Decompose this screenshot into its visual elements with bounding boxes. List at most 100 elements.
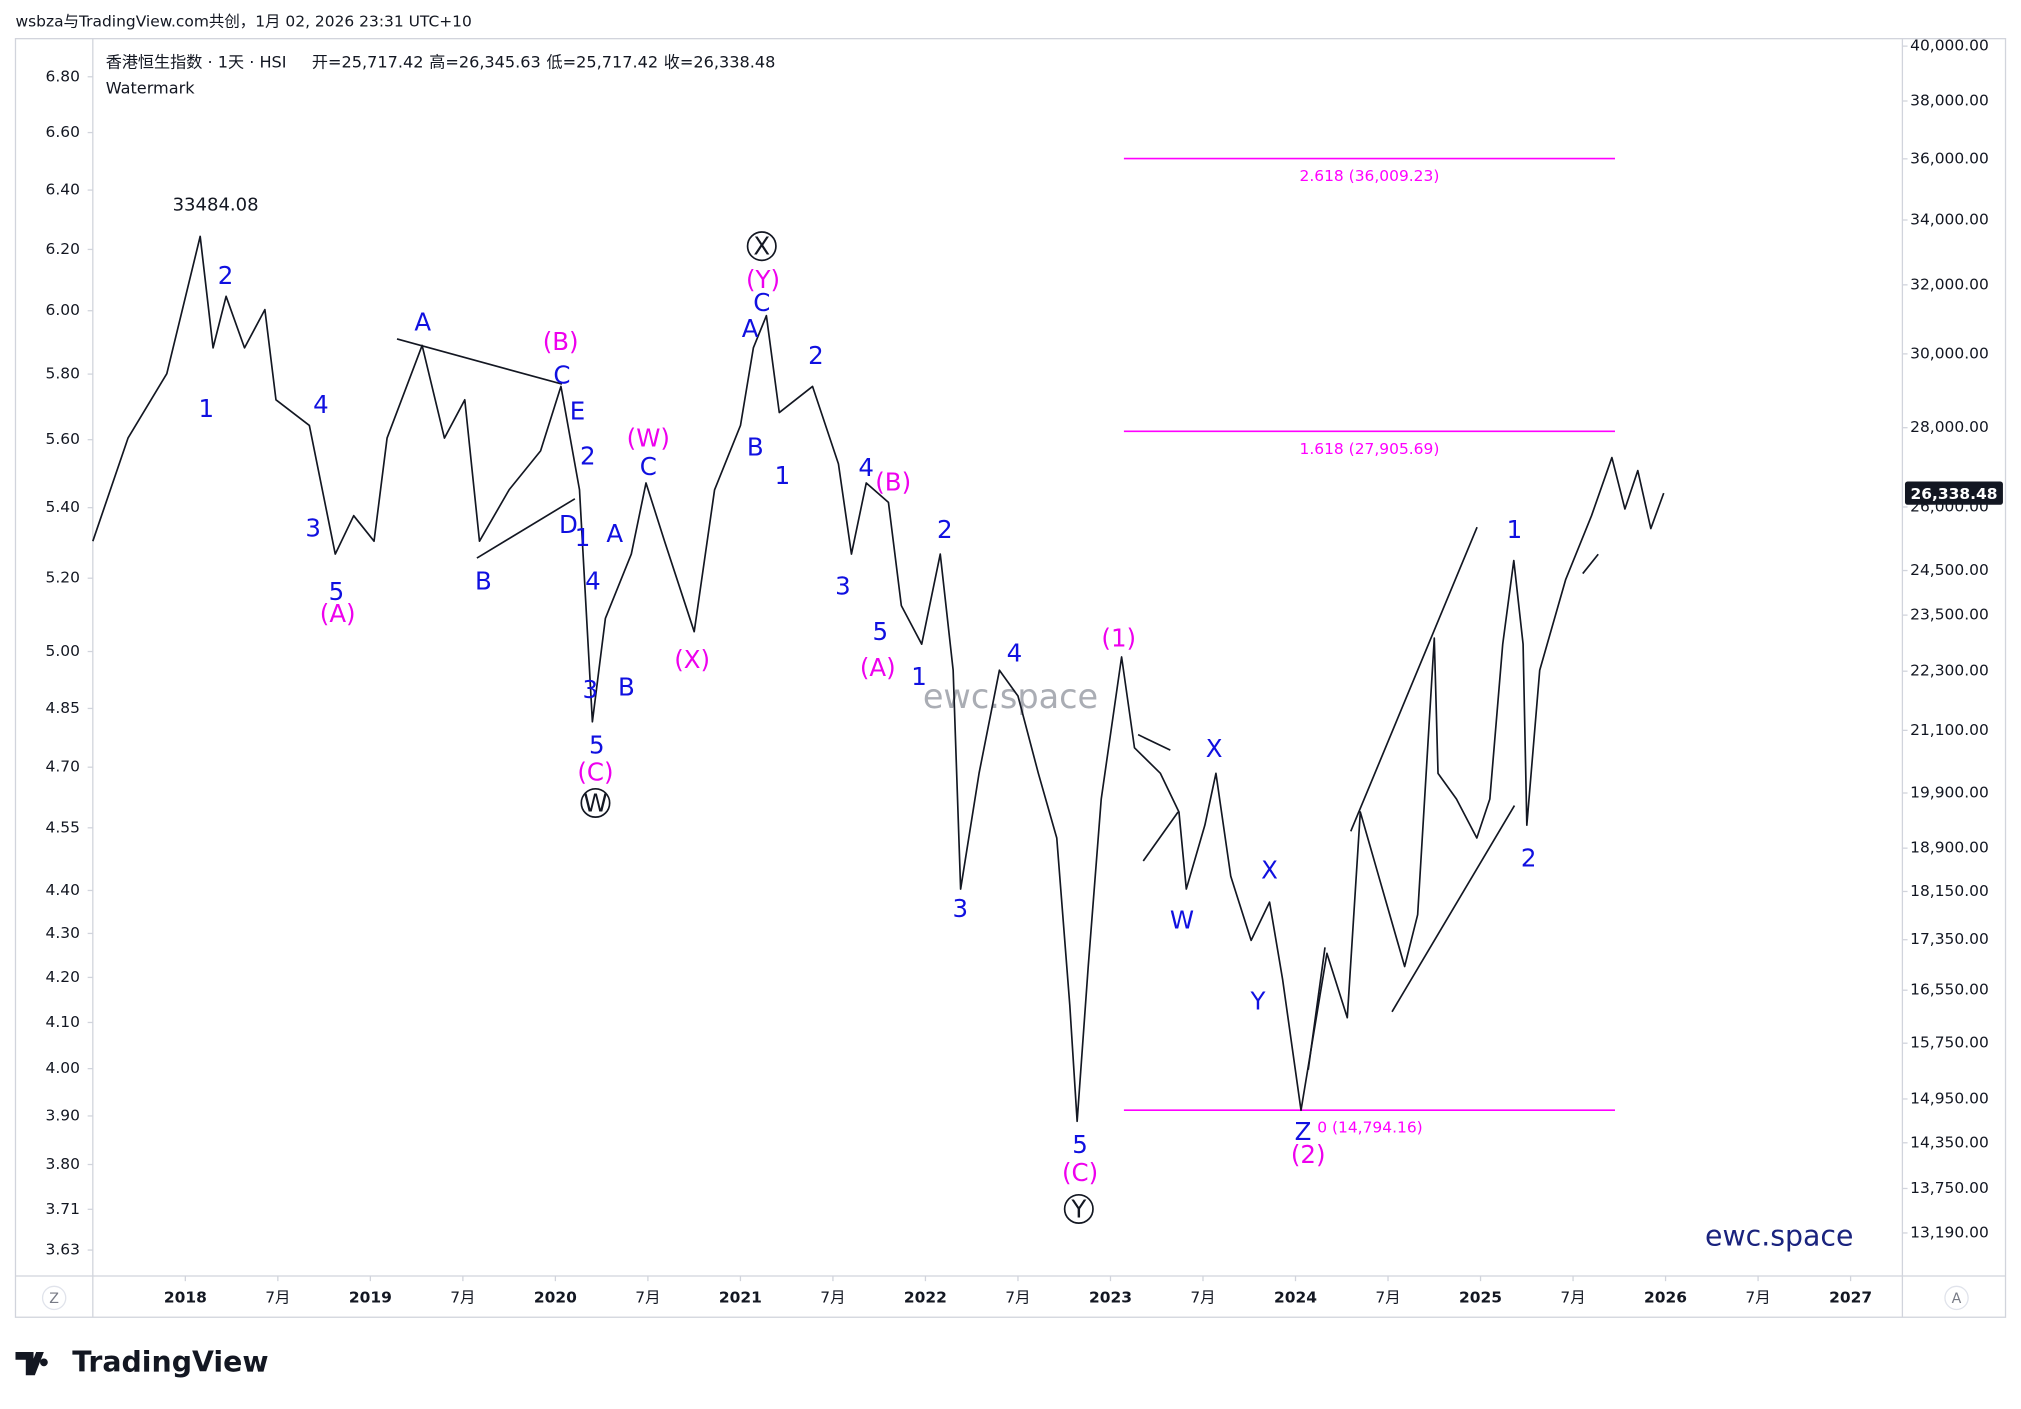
trend-line [1391,805,1516,1013]
y-tick-label: 18,900.00 [1910,839,1989,857]
wave-circle [1063,1193,1094,1224]
y-tick-label: 18,150.00 [1910,882,1989,900]
wave-label: 2 [1521,844,1537,873]
button-label[interactable]: Z [49,1291,59,1307]
x-tick-label: 7月 [820,1288,845,1306]
ohlc-high: 高=26,345.63 [429,53,541,72]
y-tick-label: 28,000.00 [1910,418,1989,436]
y2-tick-label: 4.00 [46,1059,80,1077]
y-tick-label: 30,000.00 [1910,344,1989,362]
wave-label: 1 [1507,515,1523,544]
x-tick-label: 7月 [635,1288,660,1306]
wave-label: E [570,396,585,425]
wave-label: 5 [1072,1130,1088,1159]
wave-label: 3 [583,675,599,704]
fib-label: 2.618 (36,009.23) [1300,167,1440,185]
y2-tick-label: 6.20 [46,240,80,258]
a-button[interactable]: A [1944,1285,1969,1311]
button-circle[interactable] [1944,1285,1969,1311]
wave-label: Y [1249,987,1265,1016]
wave-label: B [747,433,764,462]
wave-label: 2 [218,261,234,290]
last-price-label: 26,338.48 [1910,485,1997,503]
fib-label: 1.618 (27,905.69) [1300,440,1440,458]
attribution: wsbza与TradingView.com共创，1月 02, 2026 23:3… [15,12,471,30]
button-circle[interactable] [41,1285,67,1311]
x-tick-label: 2022 [904,1288,947,1306]
wave-label: (C) [577,757,613,786]
wave-circle [746,231,777,262]
y2-tick-label: 5.60 [46,430,80,448]
y-tick-label: 19,900.00 [1910,784,1989,802]
trend-line [476,498,576,559]
x-tick-label: 2019 [349,1288,392,1306]
x-tick-label: 7月 [1560,1288,1585,1306]
wave-label: 1 [911,662,927,691]
x-tick-label: 2020 [534,1288,577,1306]
wave-label: (1) [1101,623,1136,652]
y-tick-label: 38,000.00 [1910,92,1989,110]
wave-label: 3 [952,894,968,923]
y-tick-label: 17,350.00 [1910,930,1989,948]
outer-border [14,38,2007,1318]
y2-tick-label: 3.90 [46,1106,80,1124]
price-line [92,235,1665,1123]
y-tick-label: 13,190.00 [1910,1223,1989,1241]
logo-mark [15,1352,48,1376]
wave-label: A [414,308,431,337]
wave-label: 2 [808,341,824,370]
z-button[interactable]: Z [41,1285,67,1311]
button-label[interactable]: A [1952,1291,1962,1307]
x-tick-label: 7月 [1745,1288,1770,1306]
ohlc-close: 收=26,338.48 [664,53,776,72]
peak-label: 33484.08 [173,194,259,215]
wave-label: 5 [329,577,345,606]
wave-label: (B) [875,467,911,496]
wave-label: 3 [305,514,321,543]
y2-tick-label: 4.70 [46,758,80,776]
y-tick-label: 16,550.00 [1910,981,1989,999]
y2-tick-label: 4.10 [46,1013,80,1031]
wave-label: (A) [860,653,896,682]
x-tick-label: 7月 [1005,1288,1030,1306]
y2-tick-label: 4.20 [46,968,80,986]
x-tick-label: 2027 [1829,1288,1872,1306]
x-tick-label: 7月 [450,1288,475,1306]
wave-label: X [1206,734,1223,763]
wave-label: X [753,231,770,260]
x-tick-label: 2024 [1274,1288,1317,1306]
wave-label: (W) [627,424,670,453]
ohlc-low: 低=25,717.42 [547,53,659,72]
footer-logo: TradingView [15,1346,269,1379]
y-tick-label: 36,000.00 [1910,149,1989,167]
wave-label: Y [1070,1194,1086,1223]
y2-tick-label: 4.40 [46,881,80,899]
x-tick-label: 2026 [1644,1288,1687,1306]
wave-label: (A) [320,599,356,628]
wave-label: 4 [313,390,329,419]
y2-tick-label: 6.80 [46,67,80,85]
wave-label: 4 [1007,639,1023,668]
trend-lines [396,338,1599,1070]
wave-label: 5 [589,730,605,759]
y-tick-label: 21,100.00 [1910,721,1989,739]
y-tick-label: 40,000.00 [1910,37,1989,55]
y2-tick-label: 5.80 [46,365,80,383]
y-tick-label: 24,500.00 [1910,561,1989,579]
wave-label: 1 [775,461,791,490]
wave-label: A [742,314,759,343]
trend-line [396,338,563,385]
y-tick-label: 32,000.00 [1910,275,1989,293]
y2-tick-label: 3.80 [46,1155,80,1173]
wave-label: 3 [835,572,851,601]
wave-label: 1 [575,523,591,552]
y2-tick-label: 5.20 [46,569,80,587]
watermark: ewc.space [923,677,1098,716]
y-tick-label: 14,950.00 [1910,1089,1989,1107]
x-tick-label: 2018 [164,1288,207,1306]
y2-tick-label: 6.60 [46,123,80,141]
trend-line [1142,811,1179,862]
x-tick-label: 7月 [265,1288,290,1306]
wave-label: W [583,788,607,817]
